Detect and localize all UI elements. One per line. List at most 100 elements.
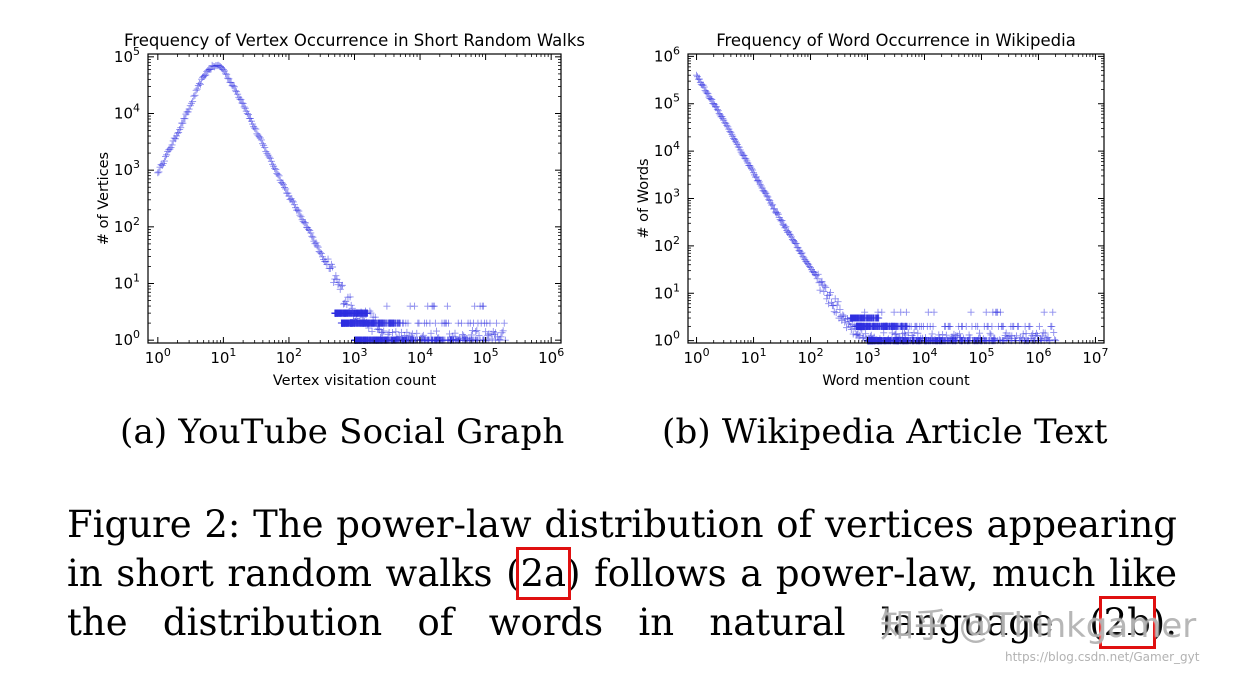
data-point-marker bbox=[376, 319, 384, 327]
chart-vertex-occurrence: Frequency of Vertex Occurrence in Short … bbox=[96, 31, 585, 389]
data-point-marker bbox=[914, 329, 922, 337]
data-point-marker bbox=[847, 326, 855, 334]
tick-exponent: 0 bbox=[703, 346, 710, 359]
tick-base: 10 bbox=[854, 349, 873, 367]
data-point-marker bbox=[239, 100, 247, 108]
data-point-marker bbox=[1013, 332, 1021, 340]
data-point-marker bbox=[335, 278, 343, 286]
data-point-marker bbox=[160, 157, 168, 165]
y-tick-label: 100 bbox=[114, 328, 140, 349]
y-tick-label: 100 bbox=[654, 329, 680, 350]
tick-base: 10 bbox=[114, 105, 133, 123]
data-point-marker bbox=[976, 329, 984, 337]
data-point-marker bbox=[343, 301, 351, 309]
data-point-marker bbox=[248, 117, 256, 125]
data-point-marker bbox=[778, 217, 786, 225]
data-point-marker bbox=[703, 89, 711, 97]
tick-exponent: 2 bbox=[133, 215, 140, 228]
figure-ref-2b-link[interactable]: 2b bbox=[1098, 596, 1156, 649]
data-point-marker bbox=[982, 308, 990, 316]
x-tick-label: 104 bbox=[911, 346, 937, 367]
data-point-marker bbox=[295, 207, 303, 215]
tick-base: 10 bbox=[145, 349, 164, 367]
x-tick-label: 107 bbox=[1082, 346, 1108, 367]
data-point-marker bbox=[839, 311, 847, 319]
tick-base: 10 bbox=[654, 142, 673, 160]
data-points-group bbox=[154, 61, 509, 344]
data-point-marker bbox=[192, 86, 200, 94]
data-point-marker bbox=[822, 284, 830, 292]
data-point-marker bbox=[774, 210, 782, 218]
data-point-marker bbox=[902, 308, 910, 316]
data-point-marker bbox=[704, 90, 712, 98]
figure-ref-2a-link[interactable]: 2a bbox=[515, 547, 572, 600]
x-tick-label: 105 bbox=[473, 346, 499, 367]
data-point-marker bbox=[988, 322, 996, 330]
data-point-marker bbox=[309, 233, 317, 241]
data-point-marker bbox=[395, 332, 403, 340]
data-point-marker bbox=[986, 329, 994, 337]
data-point-marker bbox=[251, 124, 259, 132]
x-tick-label: 105 bbox=[968, 346, 994, 367]
data-point-marker bbox=[756, 180, 764, 188]
data-point-marker bbox=[946, 322, 954, 330]
data-point-marker bbox=[833, 301, 841, 309]
data-point-marker bbox=[411, 302, 419, 310]
tick-exponent: 3 bbox=[361, 346, 368, 359]
tick-base: 10 bbox=[654, 332, 673, 350]
data-point-marker bbox=[230, 83, 238, 91]
data-point-marker bbox=[700, 83, 708, 91]
data-point-marker bbox=[497, 333, 505, 341]
data-point-marker bbox=[275, 172, 283, 180]
tick-base: 10 bbox=[114, 275, 133, 293]
data-point-marker bbox=[187, 99, 195, 107]
data-point-marker bbox=[179, 119, 187, 127]
data-point-marker bbox=[814, 270, 822, 278]
tick-base: 10 bbox=[654, 47, 673, 65]
data-point-marker bbox=[308, 232, 316, 240]
data-point-marker bbox=[798, 249, 806, 257]
data-point-marker bbox=[735, 143, 743, 151]
tick-exponent: 6 bbox=[557, 346, 564, 359]
data-point-marker bbox=[1050, 328, 1058, 336]
data-point-marker bbox=[827, 288, 835, 296]
data-point-marker bbox=[166, 145, 174, 153]
data-point-marker bbox=[792, 240, 800, 248]
data-point-marker bbox=[1026, 322, 1034, 330]
data-point-marker bbox=[312, 239, 320, 247]
data-point-marker bbox=[491, 329, 499, 337]
y-tick-label: 101 bbox=[114, 272, 140, 293]
data-point-marker bbox=[999, 322, 1007, 330]
data-point-marker bbox=[387, 319, 395, 327]
watermark: 知乎 @Thinkgamer bbox=[880, 606, 1197, 646]
data-point-marker bbox=[794, 244, 802, 252]
data-point-marker bbox=[190, 92, 198, 100]
x-tick-label: 100 bbox=[145, 346, 171, 367]
tick-base: 10 bbox=[407, 349, 426, 367]
data-point-marker bbox=[340, 309, 348, 317]
data-point-marker bbox=[383, 302, 391, 310]
data-point-marker bbox=[163, 151, 171, 159]
data-point-marker bbox=[713, 106, 721, 114]
data-point-marker bbox=[392, 328, 400, 336]
tick-base: 10 bbox=[276, 349, 295, 367]
data-point-marker bbox=[263, 149, 271, 157]
data-point-marker bbox=[890, 308, 898, 316]
data-point-marker bbox=[769, 201, 777, 209]
x-tick-label: 104 bbox=[407, 346, 433, 367]
tick-exponent: 5 bbox=[133, 45, 140, 58]
data-point-marker bbox=[731, 137, 739, 145]
data-point-marker bbox=[184, 108, 192, 116]
data-point-marker bbox=[223, 70, 231, 78]
tick-base: 10 bbox=[114, 218, 133, 236]
data-point-marker bbox=[267, 157, 275, 165]
data-point-marker bbox=[892, 330, 900, 338]
tick-base: 10 bbox=[473, 349, 492, 367]
data-point-marker bbox=[272, 166, 280, 174]
data-point-marker bbox=[731, 135, 739, 143]
data-point-marker bbox=[1041, 329, 1049, 337]
data-point-marker bbox=[168, 141, 176, 149]
data-point-marker bbox=[404, 319, 412, 327]
data-point-marker bbox=[699, 81, 707, 89]
data-point-marker bbox=[155, 168, 163, 176]
